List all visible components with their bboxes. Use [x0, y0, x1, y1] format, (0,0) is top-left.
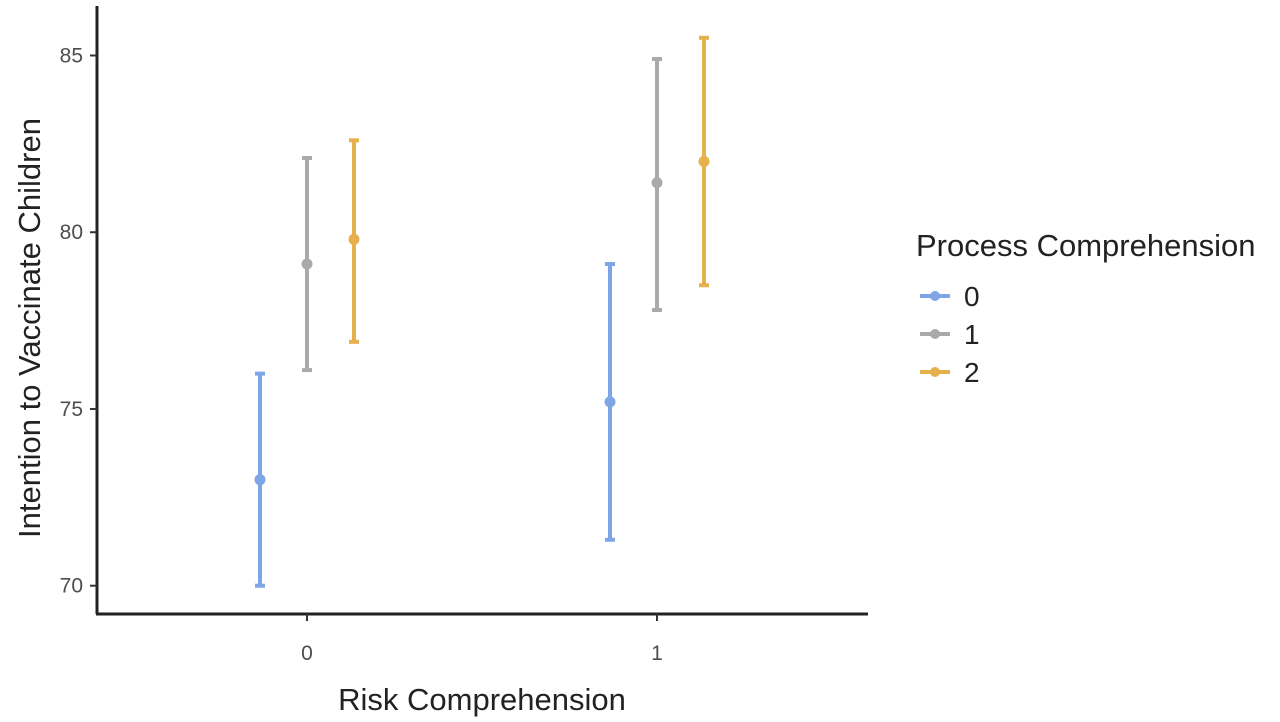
y-tick-label: 80 — [60, 221, 83, 244]
error-bar-series-2-x-0 — [348, 138, 360, 344]
y-tick-label: 70 — [60, 575, 83, 598]
axes-group — [95, 6, 868, 616]
mean-point — [604, 396, 616, 408]
x-tick-label: 1 — [651, 642, 663, 665]
legend-item-1: 1 — [920, 319, 980, 350]
legend-key-point — [930, 367, 940, 377]
legend-title: Process Comprehension — [916, 228, 1255, 263]
legend-key-point — [930, 329, 940, 339]
legend-item-0: 0 — [920, 281, 980, 312]
mean-point — [301, 258, 313, 270]
legend-label: 1 — [964, 319, 980, 350]
mean-point — [651, 177, 663, 189]
x-tick-label: 0 — [301, 642, 313, 665]
legend-label: 0 — [964, 281, 980, 312]
mean-point — [254, 474, 266, 486]
error-bar-series-2-x-1 — [698, 35, 710, 288]
error-bars — [254, 35, 710, 588]
mean-point — [698, 156, 710, 168]
error-bar-series-0-x-1 — [604, 262, 616, 542]
error-bar-series-1-x-0 — [301, 156, 313, 373]
legend-label: 2 — [964, 357, 980, 388]
y-axis-title: Intention to Vaccinate Children — [12, 118, 47, 538]
legend-item-2: 2 — [920, 357, 980, 388]
y-ticks: 70 75 80 85 — [60, 44, 97, 598]
y-tick-label: 75 — [60, 398, 83, 421]
legend: Process Comprehension 0 1 2 — [916, 228, 1255, 388]
y-tick-label: 85 — [60, 44, 83, 67]
error-bar-series-0-x-0 — [254, 371, 266, 588]
legend-key-point — [930, 291, 940, 301]
mean-point — [348, 233, 360, 245]
error-bar-series-1-x-1 — [651, 57, 663, 312]
x-axis-title: Risk Comprehension — [338, 682, 626, 717]
legend-items: 0 1 2 — [920, 281, 980, 388]
